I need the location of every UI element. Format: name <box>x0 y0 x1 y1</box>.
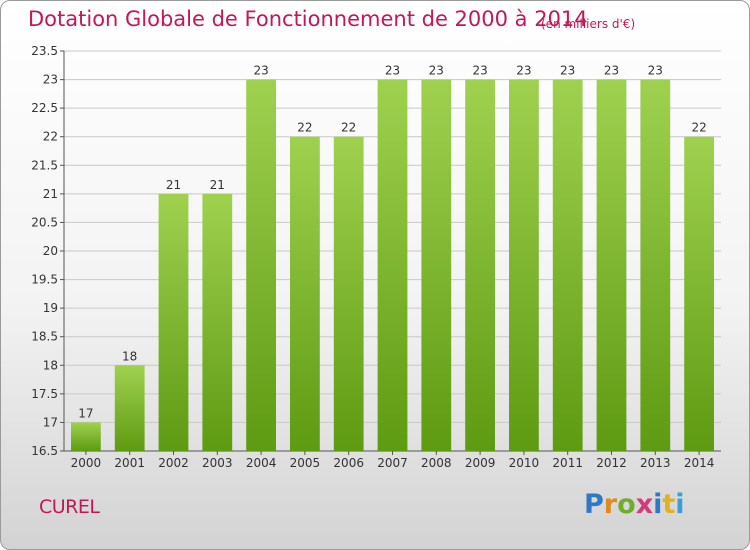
bars <box>71 79 714 452</box>
chart-title: Dotation Globale de Fonctionnement de 20… <box>28 7 588 31</box>
bar-value-label: 22 <box>691 121 706 135</box>
bar <box>202 193 233 451</box>
bar-value-label: 18 <box>122 349 137 363</box>
x-tick-label: 2002 <box>158 456 189 470</box>
bar <box>246 79 276 452</box>
x-tick-label: 2005 <box>290 456 321 470</box>
proxiti-logo[interactable]: Proxiti <box>584 489 685 520</box>
y-tick-label: 17 <box>43 415 58 429</box>
bar-value-label: 17 <box>78 406 93 420</box>
x-tick-label: 2001 <box>114 456 145 470</box>
commune-name: CUREL <box>39 496 100 518</box>
x-tick-label: 2014 <box>684 456 715 470</box>
bar <box>509 79 539 452</box>
bar <box>684 136 714 451</box>
x-tick-label: 2009 <box>465 456 496 470</box>
y-tick-label: 20 <box>43 244 58 258</box>
x-tick-label: 2006 <box>333 456 364 470</box>
x-tick-label: 2000 <box>71 456 102 470</box>
bar <box>158 193 189 451</box>
bar <box>333 136 364 451</box>
bar <box>71 422 101 451</box>
logo-letter: r <box>603 489 618 520</box>
bar-value-label: 23 <box>516 64 531 78</box>
bar <box>640 79 671 452</box>
logo-letter: i <box>675 489 685 520</box>
x-tick-label: 2008 <box>421 456 452 470</box>
bar-value-label: 22 <box>341 121 356 135</box>
y-tick-label: 22 <box>43 130 58 144</box>
bar-value-label: 23 <box>253 64 268 78</box>
bar-value-label: 23 <box>429 64 444 78</box>
logo-letter: P <box>584 489 604 520</box>
y-tick-label: 19.5 <box>31 273 58 287</box>
bar-value-label: 23 <box>648 64 663 78</box>
bar-value-label: 22 <box>297 121 312 135</box>
y-tick-label: 21.5 <box>31 158 58 172</box>
bar-value-label: 23 <box>604 64 619 78</box>
labels: 16.5 17 17.5 18 18.5 19 19.5 20 20.5 21 21.5 22 22.5… <box>31 44 714 470</box>
y-tick-label: 22.5 <box>31 101 58 115</box>
bar-value-label: 21 <box>166 178 181 192</box>
bar <box>596 79 627 452</box>
bar-value-label: 23 <box>472 64 487 78</box>
y-tick-label: 19 <box>43 301 58 315</box>
bar <box>377 79 408 452</box>
bar <box>552 79 583 452</box>
y-tick-label: 16.5 <box>31 444 58 458</box>
x-tick-label: 2012 <box>596 456 627 470</box>
x-tick-label: 2007 <box>377 456 408 470</box>
y-tick-label: 23 <box>43 73 58 87</box>
bar <box>114 365 145 451</box>
y-tick-label: 18 <box>43 358 58 372</box>
x-tick-label: 2010 <box>509 456 540 470</box>
logo-letter: o <box>617 489 636 520</box>
x-tick-label: 2004 <box>246 456 277 470</box>
bar <box>421 79 452 452</box>
bar <box>465 79 495 452</box>
y-tick-label: 23.5 <box>31 44 58 58</box>
logo-letter: t <box>662 489 676 520</box>
bar-value-label: 21 <box>210 178 225 192</box>
logo-letter: x <box>635 489 654 520</box>
bar-value-label: 23 <box>560 64 575 78</box>
bar <box>290 136 320 451</box>
y-tick-label: 18.5 <box>31 330 58 344</box>
chart-subtitle: (en milliers d'€) <box>541 17 636 31</box>
x-tick-label: 2011 <box>552 456 583 470</box>
bar-value-label: 23 <box>385 64 400 78</box>
y-tick-label: 20.5 <box>31 215 58 229</box>
x-tick-label: 2003 <box>202 456 233 470</box>
y-tick-label: 17.5 <box>31 387 58 401</box>
x-tick-label: 2013 <box>640 456 671 470</box>
logo-letter: i <box>653 489 663 520</box>
y-tick-label: 21 <box>43 187 58 201</box>
